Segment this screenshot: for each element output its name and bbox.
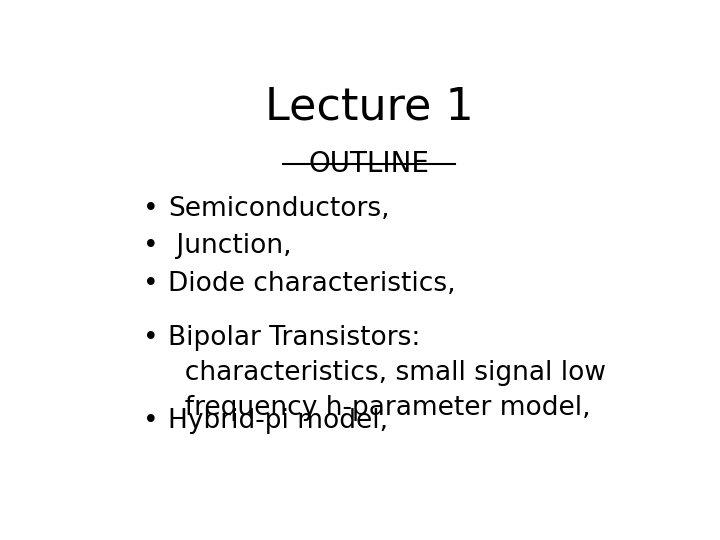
Text: Bipolar Transistors:
  characteristics, small signal low
  frequency h-parameter: Bipolar Transistors: characteristics, sm… bbox=[168, 325, 606, 421]
Text: •: • bbox=[143, 408, 158, 434]
Text: Semiconductors,: Semiconductors, bbox=[168, 196, 390, 222]
Text: Lecture 1: Lecture 1 bbox=[265, 85, 473, 129]
Text: •: • bbox=[143, 233, 158, 259]
Text: OUTLINE: OUTLINE bbox=[308, 150, 430, 178]
Text: Diode characteristics,: Diode characteristics, bbox=[168, 271, 456, 296]
Text: Hybrid-pi model,: Hybrid-pi model, bbox=[168, 408, 388, 434]
Text: •: • bbox=[143, 325, 158, 350]
Text: Junction,: Junction, bbox=[168, 233, 292, 259]
Text: •: • bbox=[143, 271, 158, 296]
Text: •: • bbox=[143, 196, 158, 222]
